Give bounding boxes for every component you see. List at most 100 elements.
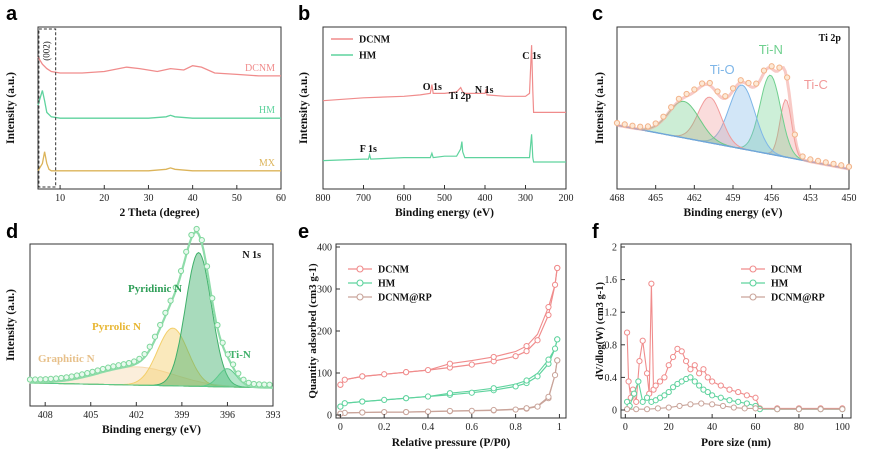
data-marker — [726, 386, 733, 393]
data-marker — [512, 383, 519, 390]
data-marker — [551, 281, 559, 288]
series-line-dcnm — [322, 45, 566, 114]
data-marker — [656, 378, 664, 385]
data-marker — [203, 263, 211, 270]
data-marker — [545, 356, 552, 363]
highlight-box — [38, 28, 57, 188]
data-marker — [635, 378, 642, 385]
panel-e: e DCNM HM DCNM@RP 0 0.2 0.4 0.6 0.8 1 0 100 200 300 40… — [298, 221, 567, 449]
y-axis-label: dV/dlog(W) (cm3 g-1) — [595, 282, 606, 380]
x-tick-label: 399 — [174, 410, 189, 421]
panel-d: d N 1s Pyridinic N Pyrrolic N Graphitic N Ti-… — [5, 221, 281, 436]
data-marker — [743, 400, 750, 407]
data-marker — [446, 407, 454, 415]
data-marker — [839, 406, 846, 413]
y-tick-label: 200 — [317, 327, 332, 338]
data-marker — [795, 406, 803, 413]
data-marker — [131, 358, 138, 365]
data-marker — [359, 373, 366, 380]
data-marker — [625, 378, 632, 385]
data-marker — [774, 406, 781, 413]
legend-marker-hm — [749, 279, 757, 287]
x-tick-label: 20 — [99, 193, 109, 204]
x-tick-label: 0.4 — [422, 422, 435, 433]
data-marker — [709, 392, 716, 399]
data-marker — [534, 403, 541, 410]
component-label: Ti-O — [710, 62, 735, 77]
data-marker — [523, 377, 530, 384]
data-marker — [512, 406, 519, 413]
data-marker — [554, 357, 561, 364]
data-marker — [52, 375, 60, 382]
y-tick-label: 300 — [317, 285, 332, 296]
x-axis-label: Binding energy (eV) — [395, 207, 494, 219]
panel-c: c Ti 2p Ti-C Ti-N Ti-O 468 465 462 459 456 453 450 B… — [592, 3, 857, 219]
data-marker — [709, 401, 716, 408]
x-tick-label: 20 — [664, 422, 674, 433]
panel-a: a DCNM HM MX (002) 10 20 30 40 50 60 2 Theta (degre… — [5, 3, 286, 219]
series-line-hm — [322, 134, 566, 163]
data-marker — [167, 297, 174, 304]
data-marker — [146, 343, 153, 350]
x-tick-label: 400 — [478, 193, 493, 204]
data-marker — [245, 379, 252, 386]
data-marker — [125, 360, 133, 367]
component-label: Ti-C — [804, 77, 828, 92]
data-marker — [648, 280, 655, 287]
data-marker — [26, 376, 34, 383]
data-marker — [534, 337, 541, 344]
panel-b: b DCNM HM O 1s Ti 2pN 1s C 1s F 1s 800 700 600 500… — [298, 3, 574, 219]
data-marker — [643, 394, 651, 401]
data-marker — [696, 370, 703, 377]
data-marker — [58, 374, 65, 382]
data-marker — [214, 322, 221, 329]
peak-label: N 1s — [475, 85, 494, 96]
data-marker — [402, 369, 410, 376]
data-marker — [665, 404, 672, 411]
y-tick-label: 2 — [612, 243, 617, 254]
data-marker — [468, 361, 475, 368]
series-label-hm: HM — [259, 105, 275, 116]
data-marker — [660, 113, 667, 120]
data-marker — [683, 90, 690, 98]
data-marker — [446, 390, 454, 397]
data-marker — [726, 397, 733, 404]
data-marker — [47, 375, 54, 383]
data-marker — [698, 400, 705, 407]
data-marker — [760, 67, 768, 74]
data-marker — [37, 376, 44, 383]
data-marker — [68, 373, 75, 380]
y-tick-label: 0.8 — [605, 340, 618, 351]
x-tick-label: 100 — [835, 422, 850, 433]
x-tick-label: 396 — [220, 410, 235, 421]
data-marker — [512, 353, 519, 360]
data-marker — [743, 392, 750, 399]
data-marker — [523, 348, 530, 355]
chart-title: N 1s — [242, 250, 261, 261]
data-marker — [468, 407, 475, 414]
data-marker — [359, 409, 366, 416]
series-label-dcnm: DCNM — [245, 63, 275, 74]
series-line-hm — [37, 90, 281, 119]
x-tick-label: 462 — [687, 193, 702, 204]
data-marker — [722, 93, 729, 100]
data-marker — [183, 248, 190, 255]
data-marker — [665, 362, 672, 369]
data-marker — [714, 88, 721, 95]
data-marker — [735, 388, 742, 396]
data-marker — [337, 381, 344, 388]
data-marker — [188, 231, 195, 239]
data-marker — [381, 371, 388, 378]
x-tick-label: 300 — [518, 193, 533, 204]
data-marker — [402, 408, 410, 416]
x-tick-label: 500 — [437, 193, 452, 204]
x-tick-label: 600 — [397, 193, 412, 204]
data-marker — [814, 157, 822, 164]
data-marker — [141, 350, 148, 358]
peak-label: O 1s — [423, 82, 442, 93]
data-marker — [84, 370, 91, 377]
data-marker — [623, 329, 631, 336]
data-marker — [752, 394, 759, 401]
x-tick-label: 456 — [764, 193, 779, 204]
